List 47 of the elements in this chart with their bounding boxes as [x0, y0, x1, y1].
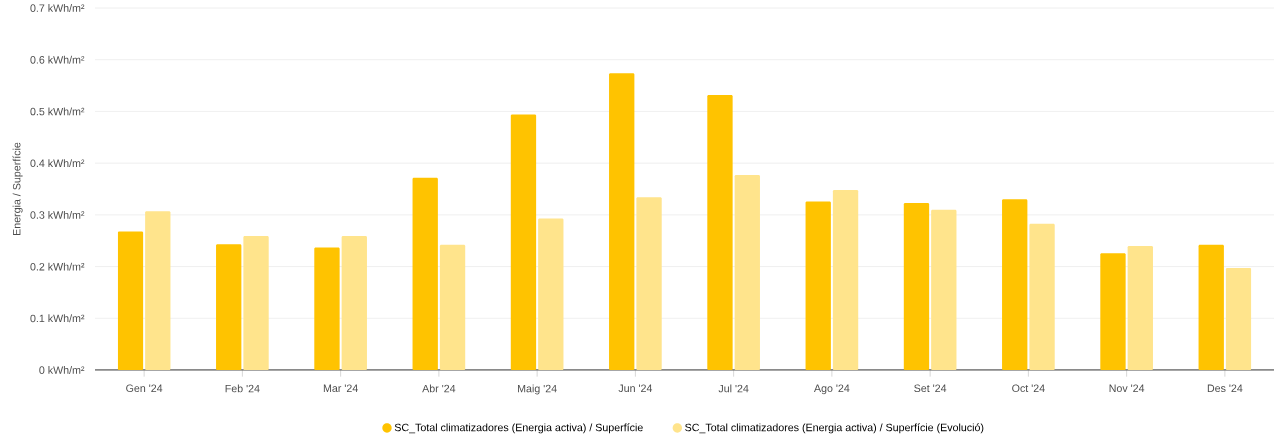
y-tick-label: 0.3 kWh/m² [30, 210, 85, 219]
y-tick-label: 0.6 kWh/m² [30, 55, 85, 64]
x-tick-label: Abr '24 [422, 384, 456, 393]
bar [1100, 253, 1126, 370]
bar [341, 236, 367, 370]
bar [314, 247, 340, 370]
legend-label: SC_Total climatizadores (Energia activa) / Superfície [394, 423, 643, 434]
x-tick-label: Gen '24 [126, 384, 163, 393]
x-tick-label: Maig '24 [518, 384, 557, 395]
legend-label: SC_Total climatizadores (Energia activa) / Superfície (Evolució) [685, 423, 984, 434]
bar [636, 197, 662, 370]
x-tick-label: Ago '24 [813, 384, 850, 395]
bar [832, 190, 859, 370]
bar [805, 201, 831, 370]
bar [903, 202, 930, 370]
x-tick-label: Jul '24 [718, 384, 749, 393]
y-axis-title: Energia / Superfície [12, 142, 23, 235]
bar [1225, 268, 1252, 370]
y-tick-label: 0.7 kWh/m² [30, 4, 85, 12]
x-tick-label: Oct '24 [1012, 384, 1045, 393]
bar [1198, 244, 1224, 370]
bar [1029, 223, 1055, 370]
y-tick-label: 0 kWh/m² [39, 366, 85, 374]
bar [1127, 245, 1153, 370]
bar [412, 177, 438, 370]
bar [145, 211, 171, 370]
y-tick-label: 0.4 kWh/m² [30, 159, 85, 168]
bar [931, 209, 957, 370]
bar [538, 218, 564, 370]
y-tick-label: 0.2 kWh/m² [30, 262, 85, 271]
bar [1002, 199, 1028, 370]
bar [609, 73, 635, 370]
x-tick-label: Jun '24 [618, 384, 653, 393]
x-tick-label: Mar '24 [323, 384, 358, 393]
x-tick-label: Des '24 [1207, 384, 1243, 393]
bar [734, 175, 760, 370]
bar [707, 94, 733, 370]
bar [510, 114, 537, 370]
bar [216, 244, 242, 370]
x-tick-label: Feb '24 [225, 384, 260, 393]
x-tick-label: Set '24 [914, 384, 947, 393]
x-tick-label: Nov '24 [1109, 384, 1145, 393]
y-tick-label: 0.5 kWh/m² [30, 107, 85, 116]
bar [117, 231, 144, 370]
bar [243, 236, 269, 370]
y-tick-label: 0.1 kWh/m² [30, 314, 85, 323]
bar [439, 244, 466, 370]
